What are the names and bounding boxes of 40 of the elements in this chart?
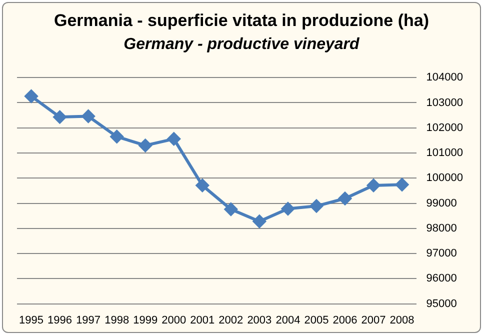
- y-tick-label: 99000: [426, 197, 457, 210]
- point: [82, 110, 95, 123]
- x-tick-label: 1998: [104, 314, 130, 326]
- x-tick-label: 1995: [19, 314, 44, 326]
- x-tick-label: 1996: [48, 314, 72, 326]
- point: [396, 178, 409, 192]
- point: [281, 202, 294, 216]
- point: [196, 178, 209, 192]
- y-tick-label: 102000: [426, 122, 464, 134]
- y-tick-label: 103000: [426, 96, 464, 109]
- x-tick-label: 2003: [247, 314, 272, 326]
- point: [367, 178, 380, 192]
- point: [167, 132, 180, 146]
- x-tick-label: 2000: [162, 314, 186, 326]
- y-tick-label: 101000: [426, 147, 464, 160]
- x-tick-label: 2005: [304, 314, 329, 326]
- x-tick-label: 2007: [361, 314, 386, 326]
- point: [224, 202, 238, 216]
- x-tick-label: 2006: [332, 314, 358, 326]
- y-tick-label: 104000: [426, 72, 464, 84]
- point: [252, 214, 266, 228]
- x-tick-label: 2002: [218, 314, 244, 326]
- chart-subtitle: Germany - productive vineyard: [122, 36, 360, 54]
- point: [338, 192, 352, 205]
- x-tick-label: 1999: [133, 314, 158, 326]
- point: [310, 200, 323, 213]
- x-tick-label: 2004: [276, 314, 300, 326]
- y-tick-label: 95000: [426, 298, 457, 310]
- point: [53, 110, 66, 124]
- point: [138, 138, 152, 152]
- point: [24, 90, 38, 103]
- x-tick-label: 1997: [76, 314, 101, 326]
- y-tick-label: 100000: [426, 172, 464, 184]
- chart-title: Germania - superficie vitata in produzione (ha): [52, 11, 430, 31]
- x-tick-label: 2001: [190, 314, 215, 326]
- x-tick-label: 2008: [390, 314, 414, 326]
- point: [110, 130, 124, 144]
- y-tick-label: 98000: [426, 222, 457, 234]
- y-tick-label: 97000: [426, 248, 457, 260]
- y-tick-label: 96000: [426, 272, 457, 285]
